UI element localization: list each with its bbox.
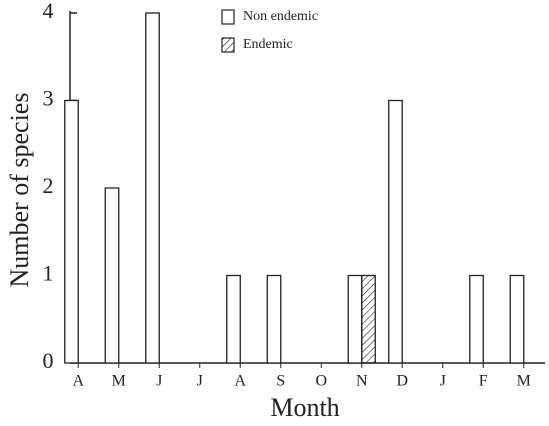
x-tick-label: F	[479, 373, 488, 390]
x-tick-label: O	[315, 373, 327, 390]
x-tick-label: A	[234, 373, 246, 390]
bar	[347, 274, 363, 364]
y-tick-label: 2	[43, 173, 54, 198]
bar	[226, 274, 241, 364]
bar	[104, 187, 120, 364]
x-tick-label: M	[517, 373, 531, 390]
y-axis-label: Number of species	[5, 93, 34, 288]
bar	[64, 99, 79, 364]
y-tick-label: 3	[43, 86, 54, 111]
y-tick-label: 1	[43, 261, 54, 286]
bar	[266, 274, 282, 364]
bar	[361, 274, 376, 364]
legend-label: Endemic	[243, 37, 293, 52]
x-tick-label: J	[156, 373, 162, 390]
x-tick-label: D	[396, 373, 408, 390]
x-axis-label: Month	[270, 393, 339, 422]
x-tick-label: A	[72, 373, 84, 390]
legend-swatch	[221, 37, 235, 53]
bar	[145, 12, 160, 364]
x-tick-label: N	[356, 373, 368, 390]
x-tick-label: M	[112, 373, 126, 390]
legend-label: Non endemic	[243, 9, 318, 24]
legend-swatch	[221, 9, 235, 25]
y-tick-label: 4	[43, 0, 54, 23]
x-tick-label: S	[276, 373, 285, 390]
bar	[509, 274, 525, 364]
bar	[388, 99, 403, 364]
y-tick-label: 0	[43, 348, 54, 373]
x-tick-label: J	[440, 373, 446, 390]
x-tick-label: J	[197, 373, 203, 390]
bar	[469, 274, 484, 364]
